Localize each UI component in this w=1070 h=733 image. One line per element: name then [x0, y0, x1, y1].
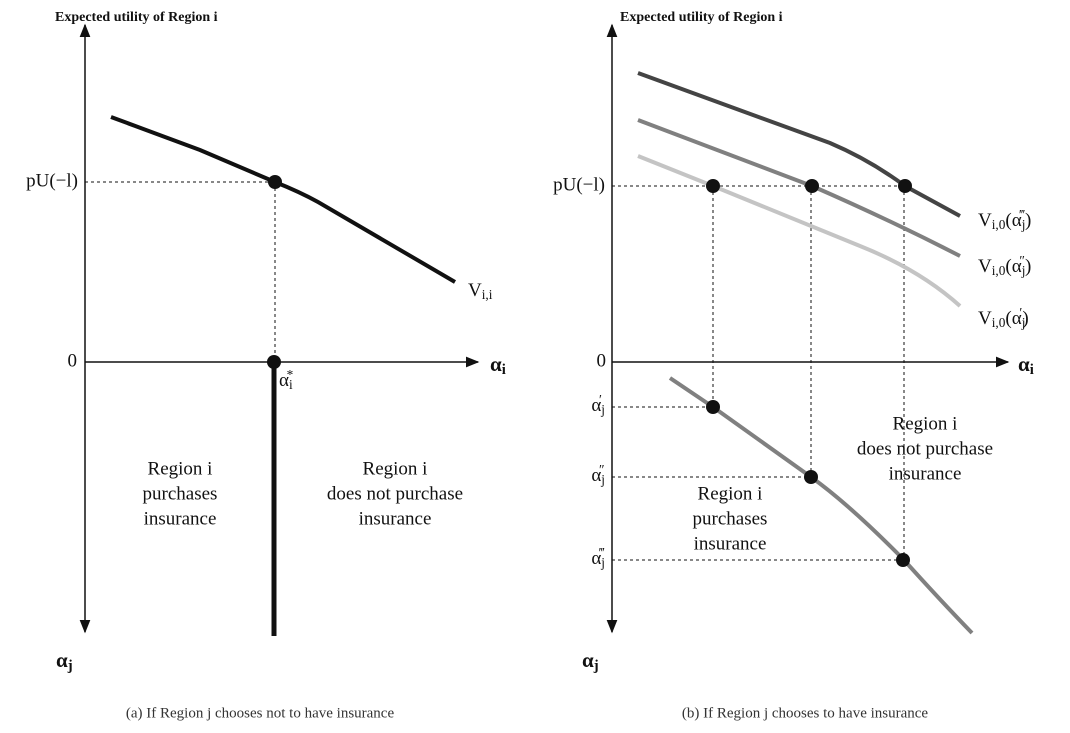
axis-label: pU(−l)	[26, 170, 78, 191]
point	[898, 179, 912, 193]
text-run: α	[591, 548, 601, 569]
text-run: i	[289, 377, 293, 392]
text-run: α	[56, 648, 68, 672]
text-run: ‴	[599, 545, 605, 560]
text-run: *	[287, 367, 294, 382]
point	[805, 179, 819, 193]
region-label: Region i	[148, 458, 213, 479]
axis-label: 0	[68, 350, 78, 371]
curve	[637, 71, 961, 218]
curve	[110, 115, 457, 284]
text-run: j	[67, 658, 73, 674]
region-label: insurance	[144, 508, 217, 529]
region-label: insurance	[889, 463, 962, 484]
text-run: V	[468, 280, 482, 301]
point	[706, 400, 720, 414]
text-run: α	[490, 352, 502, 376]
text-run: i,0	[992, 315, 1006, 330]
panel-a	[79, 23, 480, 636]
text-run: (α	[1005, 256, 1021, 277]
text-run: (α	[1005, 210, 1021, 231]
text-run: j	[1021, 263, 1026, 278]
point	[804, 470, 818, 484]
point	[267, 355, 281, 369]
curve-label: Vi,0(αj‴)	[978, 207, 1031, 232]
threshold-label: αi*	[279, 367, 294, 392]
text-run: ‴	[1019, 207, 1025, 222]
curve	[637, 154, 962, 308]
region-label: insurance	[694, 533, 767, 554]
caption: (a) If Region j chooses not to have insu…	[126, 705, 395, 721]
caption: (b) If Region j chooses to have insuranc…	[682, 705, 929, 721]
panel-b	[606, 23, 1010, 635]
text-run: α	[582, 648, 594, 672]
curve-label: Vi,i	[468, 280, 493, 302]
point	[896, 553, 910, 567]
point	[268, 175, 282, 189]
point	[706, 179, 720, 193]
text-run: i,i	[482, 287, 493, 302]
axis-title: Expected utility of Region i	[620, 10, 783, 25]
text-run: (α	[1005, 308, 1021, 329]
text-run: j	[600, 555, 605, 570]
text-run: α	[1018, 352, 1030, 376]
text-run: i,0	[992, 263, 1006, 278]
text-run: j	[600, 472, 605, 487]
text-run: V	[978, 256, 992, 277]
axis-label: pU(−l)	[553, 174, 605, 195]
region-label: purchases	[143, 483, 218, 504]
text-run: ″	[599, 462, 605, 477]
text-run: ″	[1019, 253, 1025, 268]
axis-title: Expected utility of Region i	[55, 10, 218, 25]
region-label: purchases	[693, 508, 768, 529]
text-run: )	[1025, 210, 1031, 231]
text-run: i	[502, 362, 506, 378]
text-run: i	[1030, 362, 1034, 378]
threshold-label: αj″	[591, 462, 605, 487]
axis-label: αj	[56, 648, 73, 674]
axis-label: αi	[1018, 352, 1034, 378]
text-run: j	[1021, 315, 1026, 330]
curve	[668, 376, 974, 635]
region-label: insurance	[359, 508, 432, 529]
text-run: i,0	[992, 217, 1006, 232]
text-run: j	[1021, 217, 1026, 232]
region-label: Region i	[698, 483, 763, 504]
region-label: does not purchase	[327, 483, 463, 504]
curve-label: Vi,0(αj″)	[978, 253, 1031, 278]
text-run: )	[1025, 256, 1031, 277]
text-run: j	[600, 402, 605, 417]
text-run: α	[591, 465, 601, 486]
curve	[637, 118, 961, 258]
text-run: )	[1022, 308, 1028, 329]
text-run: j	[593, 658, 599, 674]
axis-label: 0	[597, 350, 607, 371]
axis-label: αi	[490, 352, 506, 378]
text-run: V	[978, 210, 992, 231]
text-run: ′	[599, 392, 602, 407]
curve-label: Vi,0(αj′)	[978, 305, 1029, 330]
text-run: V	[978, 308, 992, 329]
region-label: Region i	[893, 413, 958, 434]
axis-label: αj	[582, 648, 599, 674]
text-run: α	[279, 370, 289, 391]
region-label: does not purchase	[857, 438, 993, 459]
region-label: Region i	[363, 458, 428, 479]
threshold-label: αj′	[591, 392, 605, 417]
threshold-label: αj‴	[591, 545, 605, 570]
text-run: α	[591, 395, 601, 416]
text-run: ′	[1019, 305, 1022, 320]
